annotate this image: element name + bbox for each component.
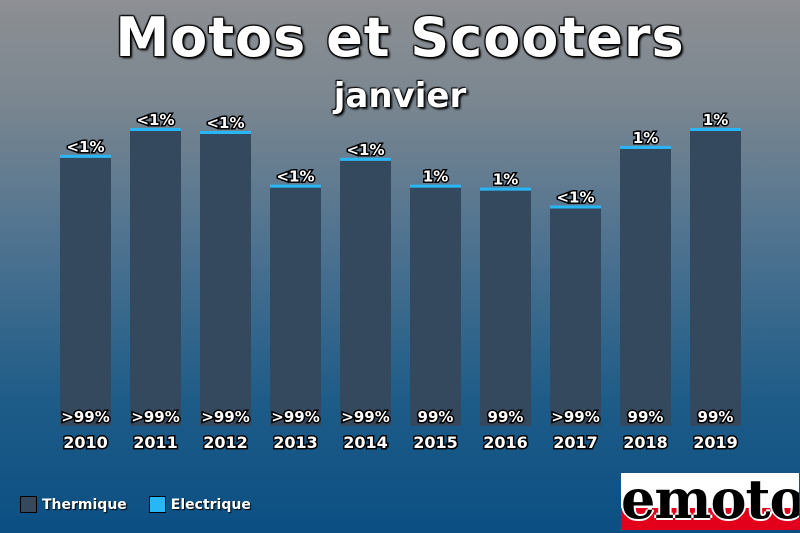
- legend-item-thermique: Thermique: [20, 496, 127, 513]
- bar-electrique-2010: [60, 154, 111, 158]
- bar-electrique-2012: [200, 130, 251, 134]
- label-thermique-2011: >99%: [131, 408, 179, 426]
- bar-electrique-2014: [340, 157, 391, 161]
- x-tick-2019: 2019: [693, 433, 738, 452]
- bar-thermique-2014: [340, 160, 391, 427]
- x-tick-2013: 2013: [273, 433, 318, 452]
- bar-electrique-2011: [130, 128, 181, 131]
- label-electrique-2017: <1%: [556, 188, 594, 206]
- label-thermique-2014: >99%: [341, 408, 389, 426]
- bar-group-2017: <1% >99% 2017: [550, 187, 601, 454]
- x-tick-2015: 2015: [413, 433, 458, 452]
- label-electrique-2013: <1%: [276, 168, 314, 186]
- legend-label-electrique: Electrique: [170, 496, 251, 513]
- bar-electrique-2015: [410, 184, 461, 188]
- bar-group-2013: <1% >99% 2013: [270, 166, 321, 453]
- bar-group-2018: 1% 99% 2018: [620, 127, 671, 454]
- emoto-logo: emoto: [621, 473, 799, 530]
- bar-thermique-2018: [620, 148, 671, 426]
- chart-title: Motos et Scooters: [115, 6, 685, 69]
- bar-thermique-2019: [690, 131, 741, 426]
- legend-swatch-thermique: [20, 496, 37, 513]
- bar-electrique-2019: [690, 128, 741, 131]
- bar-thermique-2010: [60, 157, 111, 426]
- bar-group-2015: 1% 99% 2015: [410, 166, 461, 454]
- bar-group-2010: <1% >99% 2010: [60, 136, 111, 453]
- bar-thermique-2011: [130, 131, 181, 426]
- bar-thermique-2016: [480, 190, 531, 426]
- chart-subtitle: janvier: [333, 76, 467, 116]
- legend: Thermique Electrique: [20, 496, 273, 513]
- label-electrique-2011: <1%: [136, 111, 174, 129]
- bar-group-2016: 1% 99% 2016: [480, 169, 531, 454]
- label-thermique-2017: >99%: [551, 408, 599, 426]
- bar-group-2014: <1% >99% 2014: [340, 139, 391, 453]
- legend-item-electrique: Electrique: [148, 496, 251, 513]
- bar-thermique-2012: [200, 133, 251, 427]
- label-electrique-2018: 1%: [633, 129, 658, 147]
- bar-thermique-2015: [410, 187, 461, 426]
- legend-label-thermique: Thermique: [42, 496, 127, 513]
- bar-group-2011: <1% >99% 2011: [130, 110, 181, 454]
- bar-thermique-2017: [550, 208, 601, 426]
- label-thermique-2012: >99%: [201, 408, 249, 426]
- label-electrique-2019: 1%: [703, 111, 728, 129]
- label-thermique-2019: 99%: [698, 408, 734, 426]
- label-thermique-2013: >99%: [271, 408, 319, 426]
- label-electrique-2012: <1%: [206, 114, 244, 132]
- bar-electrique-2016: [480, 187, 531, 191]
- logo-red-band: [621, 508, 799, 530]
- label-electrique-2014: <1%: [346, 141, 384, 159]
- x-tick-2018: 2018: [623, 433, 668, 452]
- bar-electrique-2018: [620, 145, 671, 149]
- logo-wordmark: emoto: [621, 473, 799, 530]
- label-thermique-2018: 99%: [628, 408, 664, 426]
- x-tick-2017: 2017: [553, 433, 598, 452]
- x-tick-2011: 2011: [133, 433, 178, 452]
- label-electrique-2015: 1%: [423, 168, 448, 186]
- bar-group-2019: 1% 99% 2019: [690, 110, 741, 454]
- label-thermique-2016: 99%: [488, 408, 524, 426]
- x-tick-2016: 2016: [483, 433, 528, 452]
- x-tick-2010: 2010: [63, 433, 108, 452]
- bar-electrique-2017: [550, 205, 601, 209]
- label-electrique-2016: 1%: [493, 171, 518, 189]
- bar-group-2012: <1% >99% 2012: [200, 112, 251, 453]
- x-tick-2012: 2012: [203, 433, 248, 452]
- label-thermique-2010: >99%: [61, 408, 109, 426]
- legend-swatch-electrique: [148, 496, 166, 513]
- x-tick-2014: 2014: [343, 433, 388, 452]
- bar-electrique-2013: [270, 184, 321, 188]
- label-thermique-2015: 99%: [418, 408, 454, 426]
- bar-thermique-2013: [270, 187, 321, 426]
- label-electrique-2010: <1%: [66, 138, 104, 156]
